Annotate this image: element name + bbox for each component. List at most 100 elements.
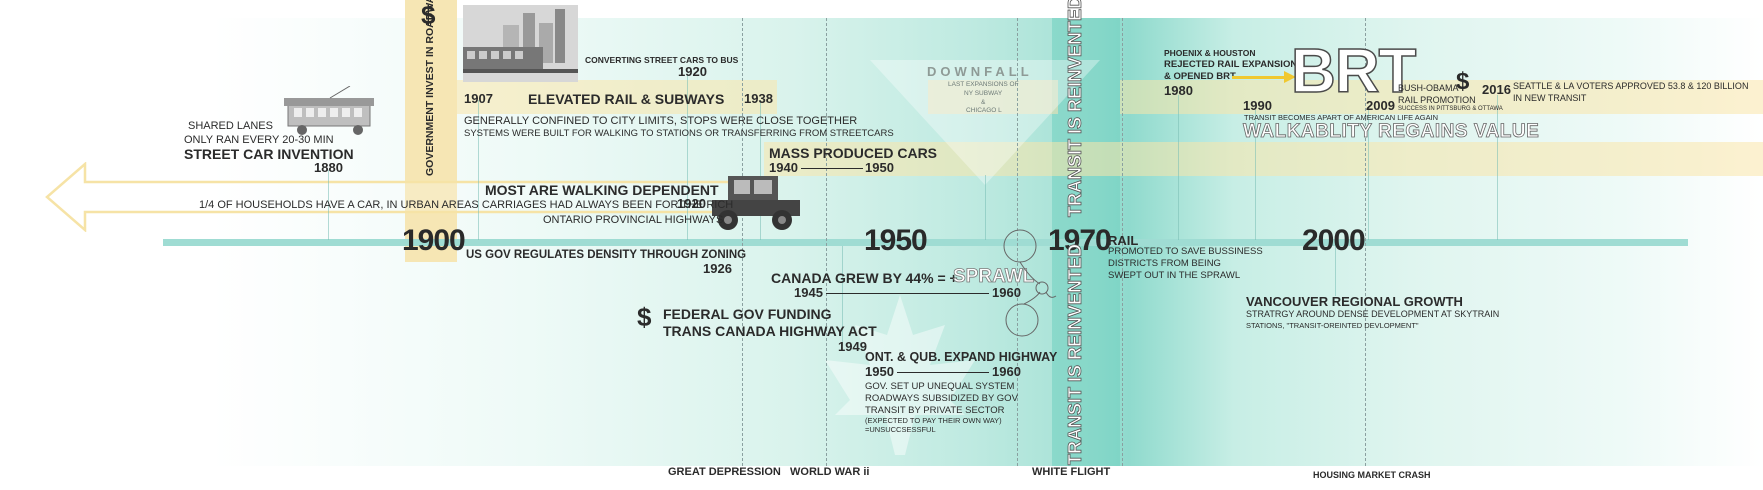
sprawl-title: CANADA GREW BY 44% = + — [771, 270, 958, 286]
elevated-line1: GENERALLY CONFINED TO CITY LIMITS, STOPS… — [464, 115, 858, 127]
elevated-title: ELEVATED RAIL & SUBWAYS — [528, 91, 725, 107]
transit-american-life: TRANSIT BECOMES APART OF AMERICAN LIFE A… — [1244, 113, 1439, 122]
rail-line1: PROMOTED TO SAVE BUSSINESS — [1108, 246, 1263, 257]
connector-1907 — [478, 100, 479, 240]
connector-1938 — [760, 100, 761, 240]
connector-1980 — [1178, 95, 1179, 240]
street-car-title: STREET CAR INVENTION — [184, 146, 354, 162]
elevated-start-year: 1907 — [464, 91, 493, 106]
ontqub-line1: GOV. SET UP UNEQUAL SYSTEM — [865, 381, 1015, 392]
rail-line2: DISTRICTS FROM BEING — [1108, 258, 1221, 269]
dollar-sign-govt: $ — [421, 0, 436, 30]
era-line-housing — [1365, 18, 1366, 466]
ontqub-range-line — [897, 372, 989, 373]
elevated-end-year: 1938 — [744, 91, 773, 106]
vancouver-line2: STATIONS, "TRANSIT-OREINTED DEVLOPMENT" — [1246, 321, 1419, 330]
reinvented-bottom-banner: TRANSIT IS REINVENTED — [1065, 243, 1086, 466]
era-line-white-flight — [1017, 18, 1018, 466]
downfall-band — [928, 80, 1058, 114]
era-line-wwii — [826, 18, 827, 466]
bush-line1: BUSH-OBAMA — [1398, 83, 1459, 93]
mass-cars-title: MASS PRODUCED CARS — [769, 145, 938, 161]
era-great-depression: GREAT DEPRESSION — [668, 466, 781, 478]
federal-line2: TRANS CANADA HIGHWAY ACT — [663, 323, 877, 339]
mass-cars-end: 1950 — [865, 160, 894, 175]
brt-band — [1120, 80, 1763, 114]
connector-1960 — [985, 175, 986, 240]
seattle-dollar-sign: $ — [1456, 68, 1470, 95]
gold-govt-column — [405, 0, 457, 262]
phoenix-year: 1980 — [1164, 83, 1193, 98]
decade-1950: 1950 — [864, 224, 928, 257]
walking-title: MOST ARE WALKING DEPENDENT — [485, 182, 719, 198]
era-white-flight: WHITE FLIGHT — [1032, 466, 1111, 478]
downfall-line1: LAST EXPANSIONS OF — [948, 81, 1019, 88]
seattle-line2: IN NEW TRANSIT — [1513, 93, 1587, 103]
rail-line3: SWEPT OUT IN THE SPRAWL — [1108, 270, 1241, 281]
phoenix-line1: PHOENIX & HOUSTON — [1164, 48, 1256, 58]
walking-year: 1920 — [677, 196, 706, 211]
downfall-line4: CHICAGO L — [966, 107, 1002, 114]
connector-2009 — [1368, 110, 1369, 240]
sprawl-range-line — [826, 293, 989, 294]
federal-line1: FEDERAL GOV FUNDING — [663, 306, 832, 322]
ontqub-start: 1950 — [865, 364, 894, 379]
brt-title: BRT — [1290, 36, 1417, 107]
mass-cars-range-line — [801, 168, 863, 169]
era-line-1980 — [1122, 18, 1123, 466]
street-car-year: 1880 — [314, 160, 343, 175]
ontqub-end: 1960 — [992, 364, 1021, 379]
vancouver-title: VANCOUVER REGIONAL GROWTH — [1246, 294, 1463, 309]
mass-cars-start: 1940 — [769, 160, 798, 175]
phoenix-line2: REJECTED RAIL EXPANSION — [1164, 59, 1298, 70]
bush-line2: RAIL PROMOTION — [1398, 95, 1476, 105]
era-housing-crash: HOUSING MARKET CRASH — [1313, 470, 1431, 480]
sprawl-start: 1945 — [794, 285, 823, 300]
walking-households: 1/4 OF HOUSEHOLDS HAVE A CAR, IN URBAN A… — [199, 199, 734, 211]
elevated-line2: SYSTEMS WERE BUILT FOR WALKING TO STATIO… — [464, 128, 894, 139]
vintage-car-illustration — [712, 176, 800, 230]
ontqub-line2: ROADWAYS SUBSIDIZED BY GOV — [865, 393, 1018, 404]
ontqub-title: ONT. & QUB. EXPAND HIGHWAY — [865, 350, 1058, 364]
bush-year: 2009 — [1366, 98, 1395, 113]
sprawl-end: 1960 — [992, 285, 1021, 300]
walkability-title: WALKABLITY REGAINS VALUE — [1243, 121, 1540, 143]
brt-arrow-head — [1284, 71, 1296, 83]
timeline-axis — [163, 239, 1688, 246]
reinvented-top-banner: TRANSIT IS REINVENTED — [1065, 0, 1086, 217]
mass-cars-band — [764, 142, 1763, 176]
connector-1920 — [687, 75, 688, 240]
bush-line3: SUCCESS IN PITTSBURG & OTTAWA — [1398, 106, 1503, 112]
ontario-highways: ONTARIO PROVINCIAL HIGHWAYS — [543, 214, 724, 226]
ontqub-line3: TRANSIT BY PRIVATE SECTOR — [865, 405, 1005, 416]
elevated-rail-band — [457, 80, 777, 114]
federal-dollar-sign: $ — [637, 302, 652, 332]
ontqub-line5: =UNSUCCSESSFUL — [865, 425, 936, 434]
elevated-rail-illustration — [463, 5, 578, 82]
seattle-year: 2016 — [1482, 82, 1511, 97]
brt-arrow — [1232, 76, 1286, 79]
only-ran-text: ONLY RAN EVERY 20-30 MIN — [184, 134, 334, 146]
sprawl-circles-icon — [1003, 229, 1057, 337]
govt-invest-roadways: GOVERNMENT INVEST IN ROADWAYS — [424, 0, 436, 176]
downfall-title: DOWNFALL — [927, 64, 1033, 79]
connector-1990 — [1255, 110, 1256, 240]
ontqub-line4: (EXPECTED TO PAY THEIR OWN WAY) — [865, 416, 1002, 425]
year-1990: 1990 — [1243, 98, 1272, 113]
federal-year: 1949 — [838, 339, 867, 354]
sprawl-word: SPRAWL — [953, 266, 1035, 288]
converting-year: 1920 — [678, 64, 707, 79]
connector-1880 — [328, 170, 329, 240]
zoning-year: 1926 — [703, 261, 732, 276]
downfall-triangle — [870, 60, 1100, 185]
shared-lanes-text: SHARED LANES — [188, 120, 273, 132]
phoenix-line3: & OPENED BRT — [1164, 71, 1236, 82]
decade-2000: 2000 — [1302, 224, 1366, 257]
connector-1949 — [842, 246, 843, 346]
rail-title: RAIL — [1108, 233, 1139, 248]
maple-leaf-icon — [825, 295, 975, 455]
left-arrow-shape — [45, 162, 765, 232]
converting-title: CONVERTING STREET CARS TO BUS — [585, 55, 739, 65]
decade-1970: 1970 — [1048, 224, 1112, 257]
